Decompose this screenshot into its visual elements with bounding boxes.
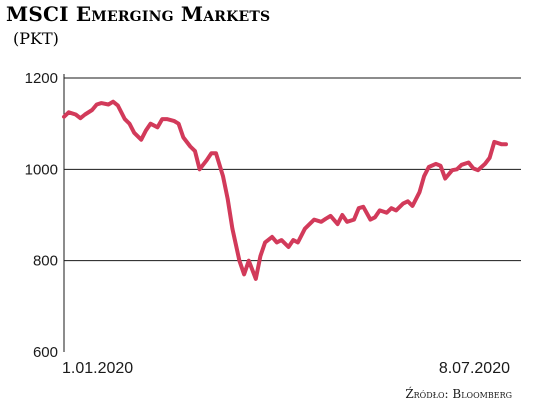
y-axis-ticks: 600 800 1000 1200 [25, 70, 58, 361]
x-tick-label-0: 1.01.2020 [62, 360, 133, 377]
x-axis-ticks: 1.01.2020 8.07.2020 [62, 360, 510, 377]
series-line [62, 99, 508, 281]
y-tick-label-1200: 1200 [25, 70, 58, 87]
grid-lines [64, 77, 521, 262]
y-tick-label-800: 800 [33, 253, 58, 270]
y-tick-label-600: 600 [33, 344, 58, 361]
y-tick-label-1000: 1000 [25, 161, 58, 178]
chart-title: MSCI Emerging Markets [6, 2, 270, 26]
chart-subtitle: (PKT) [13, 29, 59, 48]
x-tick-label-1: 8.07.2020 [439, 360, 510, 377]
source-note: Źródło: Bloomberg [405, 386, 512, 401]
